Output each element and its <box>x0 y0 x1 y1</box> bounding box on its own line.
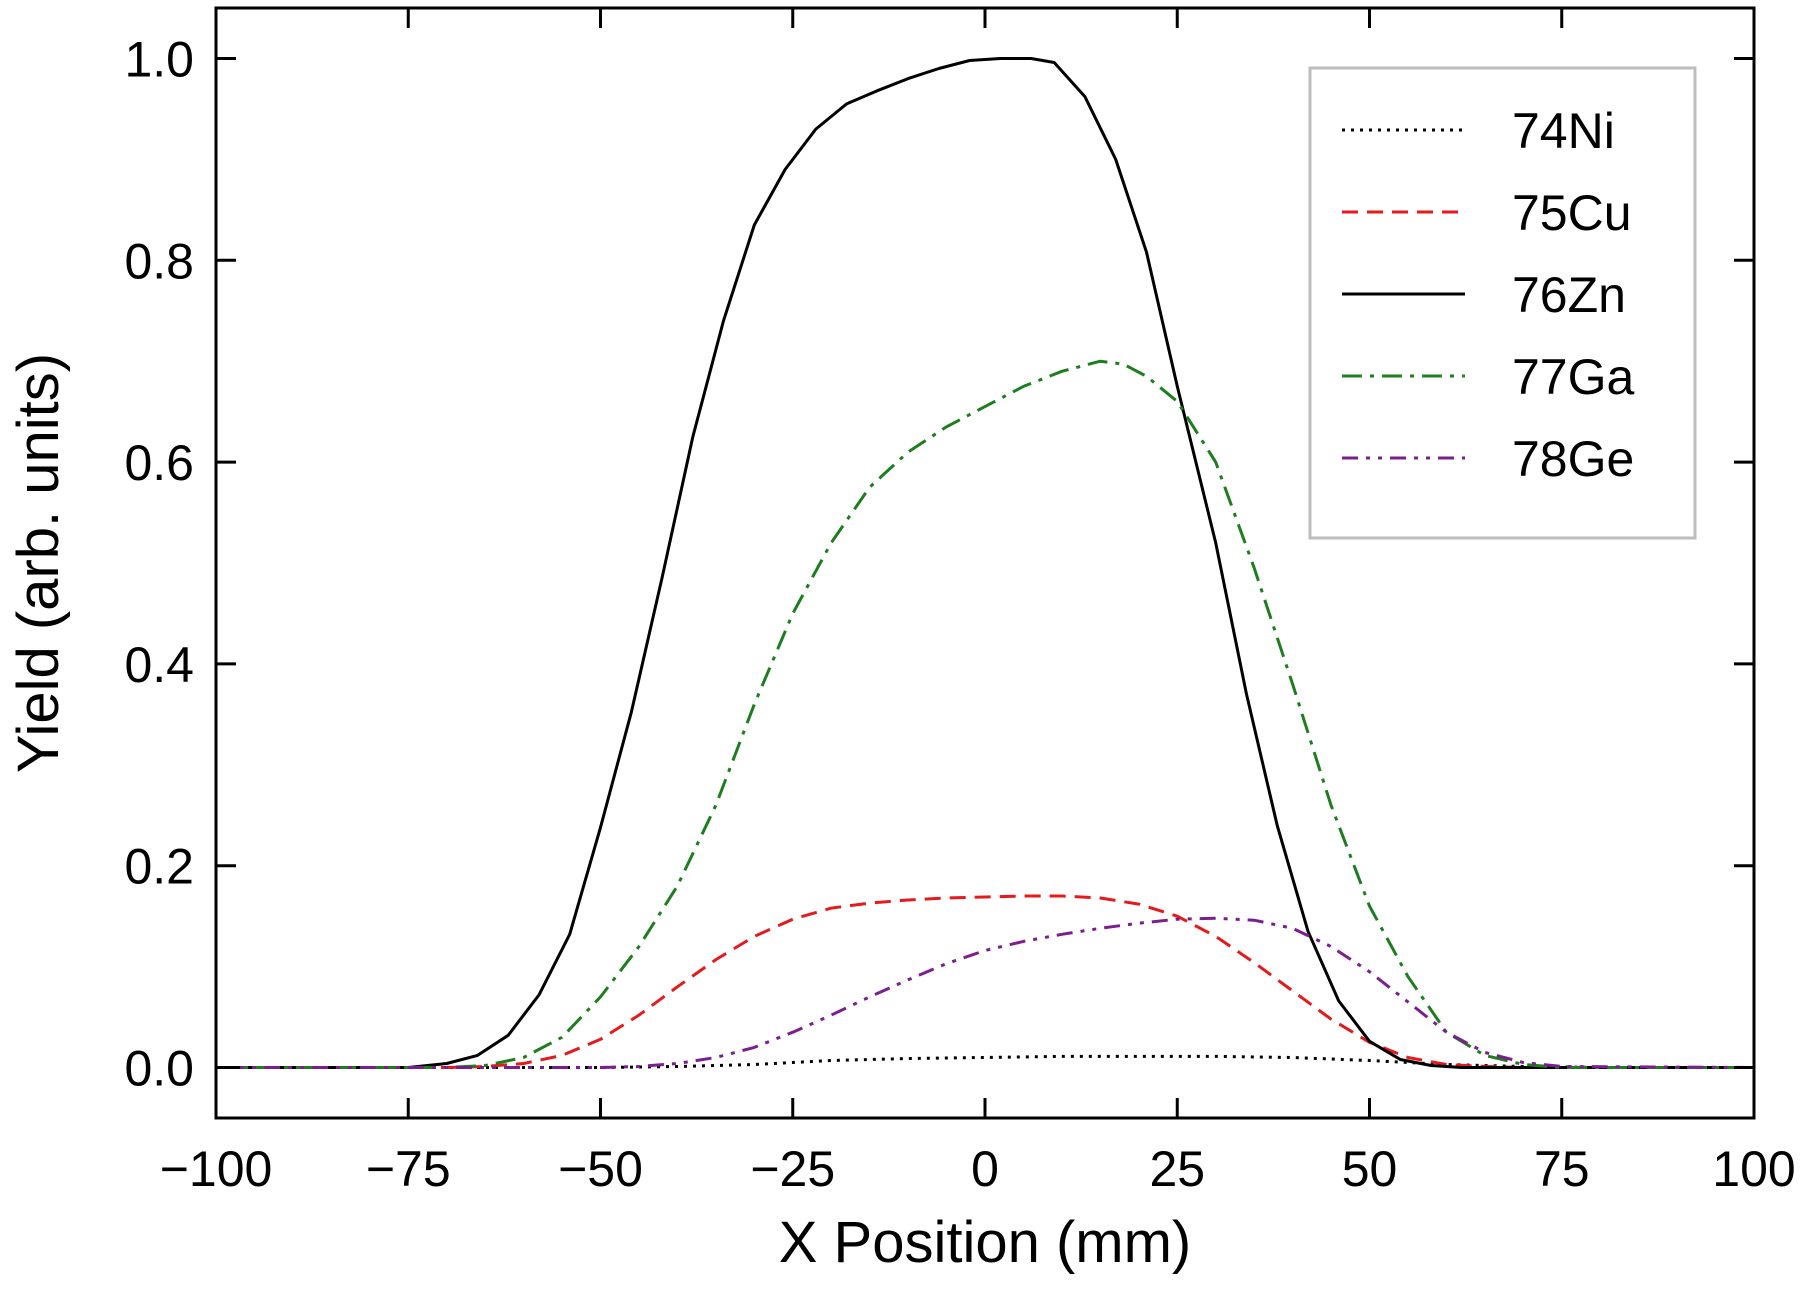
tick-labels: −100 −75 −50 −25 0 25 50 75 100 0.0 0.2 0.4 0.6 0.8 1.… <box>124 31 1795 1197</box>
legend-label-76zn: 76Zn <box>1512 267 1626 323</box>
series-line-75cu <box>216 894 1754 1069</box>
series-line-78ge <box>216 916 1755 1069</box>
x-tick-label: −50 <box>558 1141 643 1197</box>
legend-label-78ge: 78Ge <box>1512 431 1634 487</box>
y-axis-title: Yield (arb. units) <box>6 353 71 773</box>
y-tick-label: 0.6 <box>124 435 194 491</box>
axis-ticks <box>214 8 1756 1118</box>
plot-area <box>216 57 1755 1069</box>
series-line-77ga <box>216 359 1754 1069</box>
legend: 74Ni 75Cu 76Zn 77Ga 78Ge <box>1308 66 1697 540</box>
legend-label-74ni: 74Ni <box>1512 103 1615 159</box>
y-tick-label: 0.8 <box>124 233 194 289</box>
x-axis-title: X Position (mm) <box>779 1210 1192 1275</box>
x-tick-label: 0 <box>971 1141 999 1197</box>
series-line-76zn <box>216 57 1754 1069</box>
x-tick-label: 25 <box>1149 1141 1205 1197</box>
legend-label-77ga: 77Ga <box>1512 349 1635 405</box>
x-tick-label: 75 <box>1534 1141 1590 1197</box>
x-tick-label: 100 <box>1712 1141 1795 1197</box>
y-tick-label: 0.2 <box>124 839 194 895</box>
x-tick-label: −75 <box>366 1141 451 1197</box>
x-tick-label: −100 <box>160 1141 273 1197</box>
legend-label-75cu: 75Cu <box>1512 185 1632 241</box>
x-tick-label: −25 <box>750 1141 835 1197</box>
y-tick-label: 1.0 <box>124 31 194 87</box>
x-tick-label: 50 <box>1342 1141 1398 1197</box>
y-tick-label: 0.4 <box>124 637 194 693</box>
legend-box <box>1308 66 1697 540</box>
y-tick-label: 0.0 <box>124 1041 194 1097</box>
